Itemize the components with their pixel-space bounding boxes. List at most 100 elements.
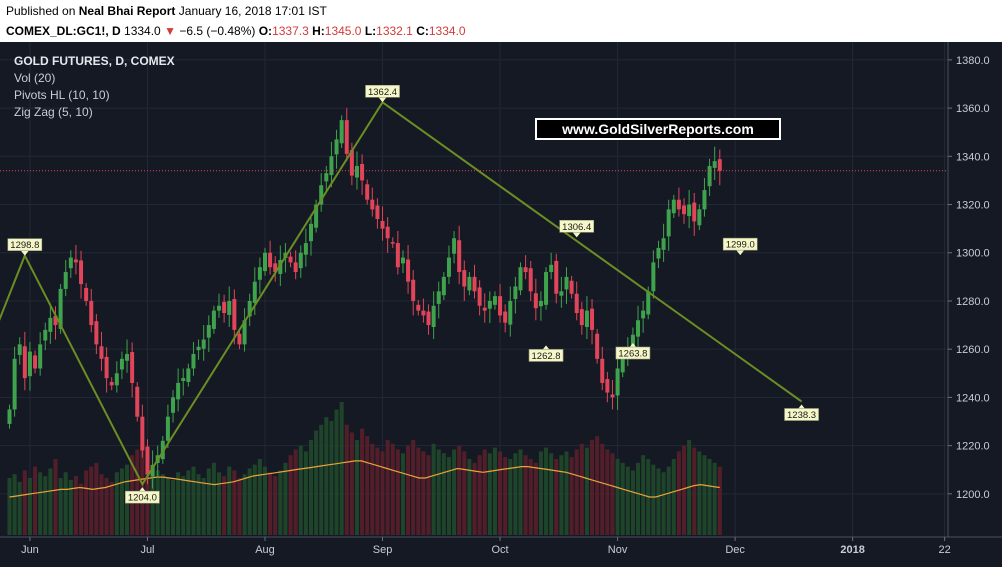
candle-body bbox=[385, 226, 390, 239]
volume-bar bbox=[390, 443, 395, 535]
candle-body bbox=[344, 120, 349, 154]
candle-body bbox=[119, 358, 124, 370]
candle-body bbox=[303, 243, 308, 255]
volume-bar bbox=[477, 455, 482, 535]
pivot-text: 1238.3 bbox=[787, 410, 816, 421]
candle-body bbox=[360, 164, 365, 181]
volume-bar bbox=[211, 462, 216, 535]
candles[interactable] bbox=[7, 108, 722, 489]
volume-bar bbox=[171, 479, 176, 535]
candle-body bbox=[411, 279, 416, 301]
volume-bar bbox=[426, 455, 431, 535]
candle-body bbox=[498, 296, 503, 316]
volume-bar bbox=[406, 445, 411, 535]
x-tick-label: Jun bbox=[21, 544, 39, 556]
author-link[interactable]: Neal Bhai Report bbox=[78, 4, 176, 18]
volume-bar bbox=[620, 462, 625, 535]
indicator-label: Vol (20) bbox=[14, 71, 55, 85]
candle-body bbox=[196, 346, 201, 351]
candle-body bbox=[595, 333, 600, 359]
zigzag-polyline bbox=[0, 100, 803, 487]
candle-body bbox=[33, 355, 38, 369]
volume-bar bbox=[544, 447, 549, 535]
candle-body bbox=[63, 272, 68, 289]
candle-body bbox=[549, 264, 554, 273]
candle-body bbox=[329, 156, 334, 176]
volume-bar bbox=[222, 476, 227, 535]
volume-bar bbox=[370, 443, 375, 535]
y-tick-label: 1380.0 bbox=[956, 55, 990, 67]
volume-bar bbox=[625, 466, 630, 535]
volume-bar bbox=[319, 424, 324, 535]
x-tick-label: Aug bbox=[255, 544, 275, 556]
candle-body bbox=[263, 252, 267, 272]
volume-bar bbox=[630, 470, 635, 535]
y-axis-panel bbox=[948, 42, 1002, 567]
candle-body bbox=[472, 276, 477, 292]
volume-bar bbox=[446, 457, 451, 535]
indicator-label: Zig Zag (5, 10) bbox=[14, 105, 93, 119]
price-chart[interactable]: 1298.8 1204.0 1362.4 1262.8 1306.4 1263.8 1299… bbox=[0, 42, 1002, 567]
volume-bar bbox=[283, 462, 288, 535]
volume-bar bbox=[99, 474, 104, 535]
volume-bar bbox=[411, 440, 416, 535]
volume-bar bbox=[63, 472, 68, 535]
volume-bar bbox=[217, 472, 222, 535]
candle-body bbox=[462, 270, 467, 287]
volume-bar bbox=[257, 459, 262, 535]
volume-bar bbox=[119, 468, 124, 535]
candle-body bbox=[615, 368, 620, 396]
candle-body bbox=[370, 199, 375, 210]
x-tick-label: 22 bbox=[939, 544, 951, 556]
pivot-text: 1306.4 bbox=[562, 222, 591, 233]
candle-body bbox=[84, 287, 89, 301]
candle-body bbox=[257, 267, 262, 280]
volume-ma-line bbox=[9, 460, 720, 498]
pivot-label: 1263.8 bbox=[615, 343, 651, 360]
candle-body bbox=[528, 268, 533, 292]
volume-bar bbox=[651, 464, 656, 535]
candle-body bbox=[365, 184, 370, 200]
pivot-box bbox=[784, 408, 819, 421]
candle-body bbox=[477, 287, 482, 306]
volume-bar bbox=[579, 443, 584, 535]
candle-body bbox=[171, 397, 176, 413]
candle-body bbox=[421, 310, 426, 316]
volume-bar bbox=[365, 436, 370, 535]
candle-body bbox=[38, 344, 43, 369]
legend: GOLD FUTURES, D, COMEX Vol (20) Pivots HL … bbox=[14, 54, 175, 119]
volume-bar bbox=[237, 478, 242, 535]
watermark-text: www.GoldSilverReports.com bbox=[561, 121, 754, 137]
candle-body bbox=[125, 354, 130, 361]
volume-bar bbox=[416, 447, 421, 535]
volume-bar bbox=[227, 466, 232, 535]
candle-body bbox=[12, 358, 17, 410]
price-change: −6.5 (−0.48%) bbox=[179, 24, 256, 38]
volume-bar bbox=[263, 466, 267, 535]
candle-body bbox=[334, 139, 339, 155]
candle-body bbox=[273, 263, 278, 273]
volume-bar bbox=[186, 470, 191, 535]
pivot-pointer bbox=[572, 232, 581, 238]
candle-body bbox=[191, 354, 196, 369]
volume-bar bbox=[375, 447, 380, 535]
volume-bar bbox=[697, 451, 702, 535]
indicator-label: Pivots HL (10, 10) bbox=[14, 88, 110, 102]
pivot-label: 1238.3 bbox=[784, 404, 819, 421]
candle-body bbox=[308, 223, 313, 242]
candle-body bbox=[181, 378, 186, 382]
candle-body bbox=[564, 276, 569, 290]
volume-ma-polyline bbox=[9, 460, 720, 498]
volume-bar bbox=[17, 481, 22, 535]
volume-bar bbox=[12, 474, 17, 535]
candle-body bbox=[247, 300, 252, 317]
candle-body bbox=[707, 165, 712, 187]
published-date: January 16, 2018 17:01 IST bbox=[178, 4, 327, 18]
close-label: C: bbox=[416, 24, 429, 38]
candle-body bbox=[395, 243, 400, 268]
candle-body bbox=[554, 260, 559, 294]
symbol-label[interactable]: COMEX_DL:GC1!, D bbox=[6, 24, 121, 38]
candle-body bbox=[666, 209, 671, 237]
candle-body bbox=[150, 464, 155, 477]
volume-bar bbox=[508, 459, 513, 535]
